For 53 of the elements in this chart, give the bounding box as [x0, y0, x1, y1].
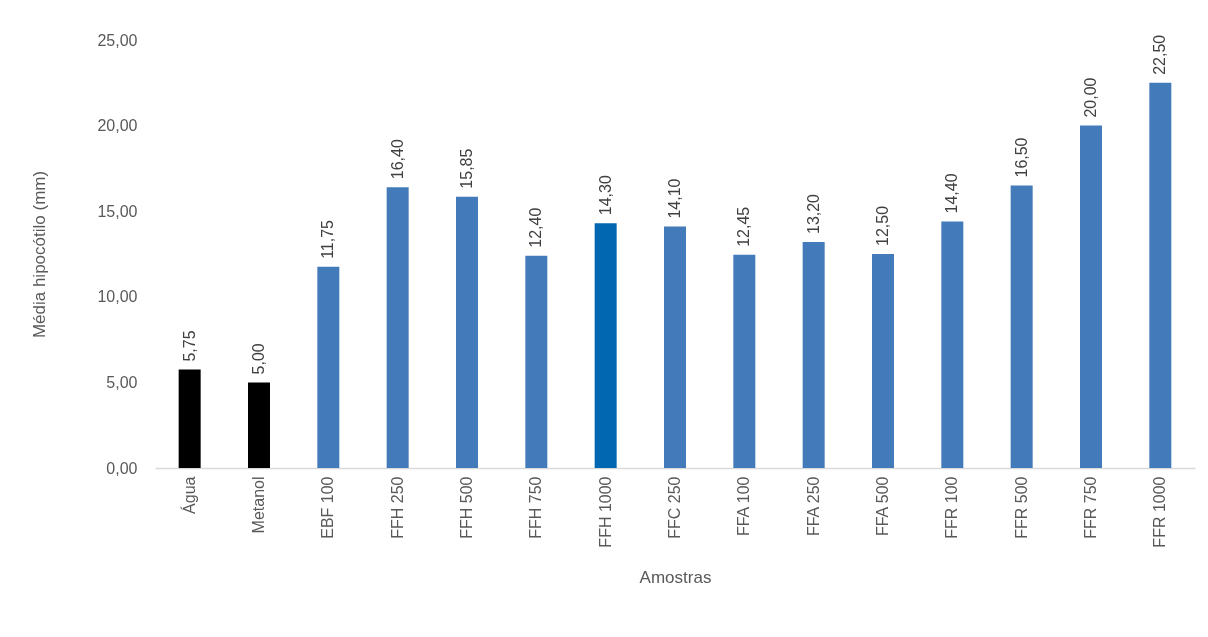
x-tick-label: FFR 750 [1082, 476, 1099, 539]
data-label: 20,00 [1082, 77, 1099, 118]
y-axis-title: Média hipocótilo (mm) [30, 170, 50, 339]
x-tick-label: Água [179, 476, 198, 514]
bar [525, 255, 548, 468]
y-tick-label: 15,00 [97, 202, 138, 220]
y-tick-label: 10,00 [97, 288, 138, 306]
x-tick-label: EBF 100 [319, 476, 337, 539]
y-tick-label: 25,00 [97, 31, 138, 49]
y-tick-label: 5,00 [106, 373, 138, 391]
bar [178, 369, 201, 468]
x-tick-label: FFH 500 [458, 476, 475, 539]
bar [802, 242, 825, 468]
bar [317, 266, 340, 468]
bar [594, 223, 617, 468]
bar [664, 226, 686, 468]
bar [1149, 82, 1172, 468]
data-label: 16,40 [388, 139, 406, 180]
x-tick-label: Metanol [250, 476, 267, 534]
bar [386, 187, 409, 468]
bar [456, 196, 478, 468]
x-tick-label: FFH 1000 [596, 476, 614, 548]
x-tick-label: FFR 1000 [1151, 476, 1169, 548]
data-label: 22,50 [1151, 34, 1169, 75]
data-label: 11,75 [319, 219, 337, 259]
bar [248, 382, 270, 468]
y-tick-label: 0,00 [106, 459, 138, 477]
x-tick-label: FFA 250 [804, 476, 822, 537]
x-tick-label: FFH 750 [527, 476, 545, 539]
bar [941, 221, 964, 468]
bar [1080, 125, 1102, 468]
x-tick-label: FFC 250 [666, 476, 683, 539]
data-label: 14,30 [596, 175, 614, 216]
data-label: 12,45 [735, 206, 753, 247]
data-label: 12,50 [874, 205, 891, 246]
data-label: 13,20 [804, 193, 822, 235]
x-tick-label: FFR 100 [943, 476, 961, 539]
data-label: 12,40 [527, 207, 545, 248]
data-label: 5,75 [180, 330, 198, 362]
bar [1010, 185, 1033, 468]
x-tick-label: FFA 100 [735, 476, 753, 537]
y-tick-label: 20,00 [97, 117, 138, 135]
bar [733, 254, 756, 468]
data-label: 14,40 [943, 173, 961, 214]
x-tick-label: FFR 500 [1012, 476, 1030, 539]
x-tick-label: FFH 250 [388, 476, 406, 539]
data-label: 16,50 [1012, 137, 1030, 178]
x-tick-label: FFA 500 [874, 476, 891, 537]
data-label: 5,00 [250, 343, 267, 375]
data-label: 14,10 [666, 178, 683, 219]
data-label: 15,85 [458, 148, 475, 189]
x-axis-title: Amostras [639, 567, 712, 587]
bar [872, 254, 894, 468]
